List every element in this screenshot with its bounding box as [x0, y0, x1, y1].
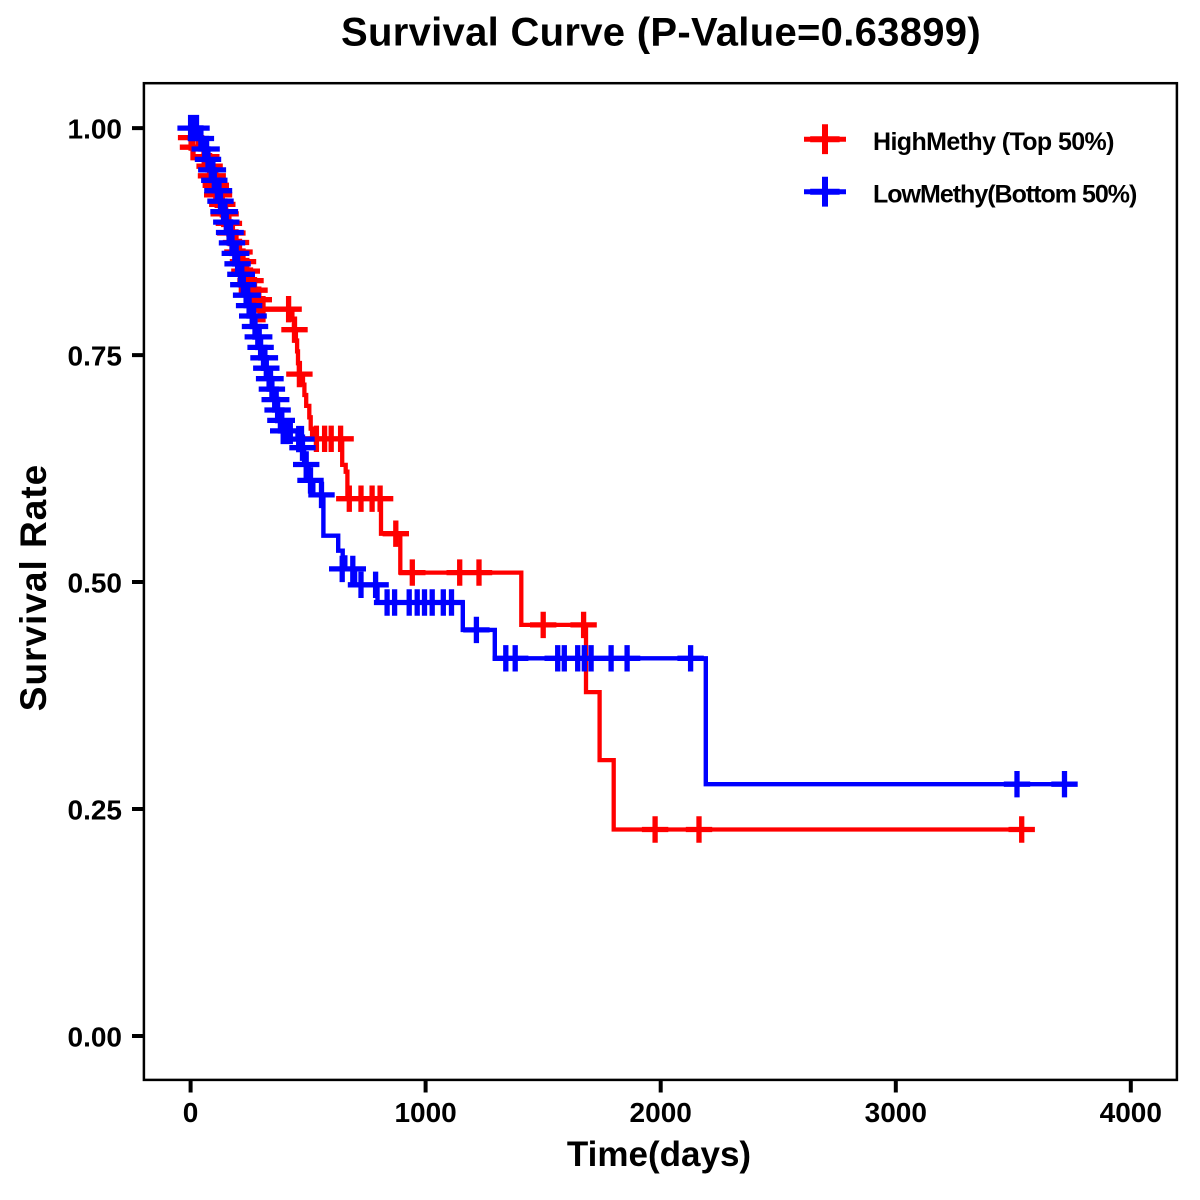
svg-text:0: 0 — [183, 1097, 199, 1128]
svg-text:3000: 3000 — [865, 1097, 927, 1128]
svg-text:0.50: 0.50 — [68, 568, 123, 599]
svg-text:0.75: 0.75 — [68, 341, 123, 372]
svg-text:LowMethy(Bottom 50%): LowMethy(Bottom 50%) — [873, 181, 1137, 209]
svg-text:4000: 4000 — [1100, 1097, 1162, 1128]
svg-text:1.00: 1.00 — [68, 114, 123, 145]
svg-text:2000: 2000 — [630, 1097, 692, 1128]
svg-text:0.00: 0.00 — [68, 1022, 123, 1053]
svg-text:Survival Rate: Survival Rate — [13, 464, 54, 711]
svg-text:Survival Curve (P-Value=0.6389: Survival Curve (P-Value=0.63899) — [341, 11, 981, 55]
svg-text:1000: 1000 — [394, 1097, 456, 1128]
svg-text:Time(days): Time(days) — [567, 1135, 751, 1174]
svg-text:HighMethy (Top 50%): HighMethy (Top 50%) — [873, 128, 1114, 156]
svg-text:0.25: 0.25 — [68, 795, 123, 826]
